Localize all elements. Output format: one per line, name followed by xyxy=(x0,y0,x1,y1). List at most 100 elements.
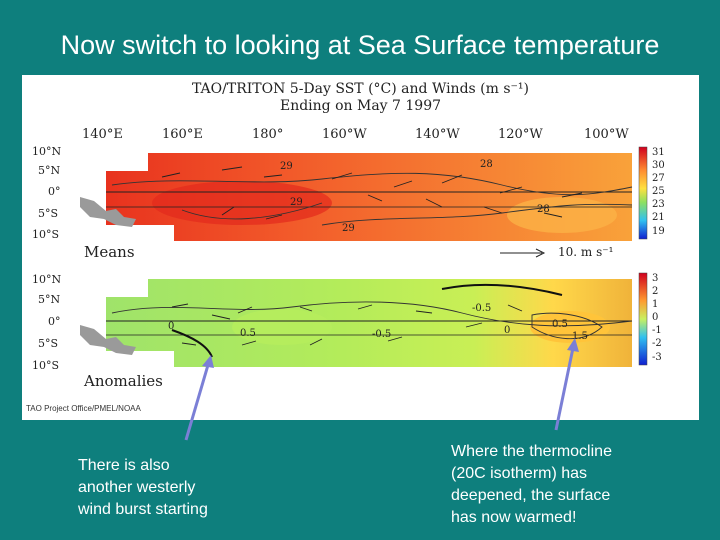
lat-label: 10°S xyxy=(32,359,60,372)
caption-line: another westerly xyxy=(78,479,196,496)
lat-label: 0° xyxy=(48,185,61,198)
lat-label: 5°N xyxy=(38,293,61,306)
anomaly-contour xyxy=(111,301,633,327)
wind-vector xyxy=(211,314,231,320)
wind-vector xyxy=(543,212,563,218)
anomaly-contour xyxy=(171,329,213,358)
wind-vector xyxy=(507,304,523,312)
means-east-patch xyxy=(507,197,617,233)
lon-label: 140°E xyxy=(82,127,123,142)
colorbar-tick: 19 xyxy=(652,226,665,237)
caption-line: Where the thermocline xyxy=(451,443,612,460)
means-panel: 29 29 28 28 29 xyxy=(80,146,648,258)
wind-vector xyxy=(161,172,181,178)
anomalies-panel: 0 0.5 -0.5 -0.5 0 0.5 1.5 xyxy=(80,272,648,367)
wind-vector xyxy=(171,303,189,308)
contour-label: -0.5 xyxy=(472,303,491,314)
reference-vector-head xyxy=(535,248,546,258)
anomaly-colorbar xyxy=(638,272,648,366)
colorbar-tick: -2 xyxy=(652,338,662,349)
lat-label: 5°N xyxy=(38,164,61,177)
colorbar-tick: 27 xyxy=(652,173,665,184)
means-colorbar xyxy=(638,146,648,240)
contour-label: 0 xyxy=(168,321,174,332)
wind-vector xyxy=(237,306,253,314)
means-warm-pool xyxy=(152,181,332,225)
lon-label: 180° xyxy=(252,127,284,142)
wind-vector xyxy=(241,340,257,346)
colorbar-tick: 0 xyxy=(652,312,659,323)
wind-vector xyxy=(265,214,283,220)
figure-title-line2: Ending on May 7 1997 xyxy=(279,98,442,114)
anomaly-patch xyxy=(232,309,332,345)
wind-vector xyxy=(561,192,583,198)
sst-figure: TAO/TRITON 5-Day SST (°C) and Winds (m s… xyxy=(22,75,699,420)
figure-title-line1: TAO/TRITON 5-Day SST (°C) and Winds (m s… xyxy=(191,81,530,97)
wind-vector xyxy=(181,342,197,346)
wind-vector xyxy=(357,304,373,310)
wind-vector xyxy=(263,174,283,178)
colorbar-tick: 31 xyxy=(652,147,665,158)
contour-label: 28 xyxy=(480,159,493,170)
contour-label: 29 xyxy=(280,161,293,172)
wind-vector xyxy=(387,336,403,342)
lat-label: 10°N xyxy=(32,145,62,158)
caption-line: has now warmed! xyxy=(451,509,577,526)
sst-map-svg: 29 29 28 28 29 xyxy=(80,146,648,367)
anomaly-field xyxy=(106,279,632,367)
colorbar-tick: 30 xyxy=(652,160,665,171)
contour-label: 0.5 xyxy=(240,328,256,339)
contour-label: 29 xyxy=(342,223,355,234)
anomaly-contour xyxy=(441,283,563,296)
anomaly-wind-vectors xyxy=(171,303,523,346)
means-contour xyxy=(181,202,323,220)
caption-westerly-burst: There is also another westerly wind burs… xyxy=(78,455,208,521)
caption-line: There is also xyxy=(78,457,170,474)
lon-label: 160°W xyxy=(322,127,367,142)
colorbar-tick: 1 xyxy=(652,299,659,310)
anomalies-label: Anomalies xyxy=(84,372,163,390)
contour-label: -0.5 xyxy=(372,329,391,340)
colorbar-tick: -1 xyxy=(652,325,662,336)
new-guinea-landmass xyxy=(80,197,136,227)
caption-line: deepened, the surface xyxy=(451,487,611,504)
wind-vector xyxy=(331,172,353,180)
wind-vector xyxy=(483,206,503,214)
wind-vector xyxy=(221,206,235,216)
wind-vector xyxy=(393,180,413,188)
colorbar-tick: 23 xyxy=(652,199,665,210)
colorbar-tick: 25 xyxy=(652,186,665,197)
wind-vector xyxy=(465,322,483,328)
wind-vector xyxy=(367,194,383,202)
credit-text: TAO Project Office/PMEL/NOAA xyxy=(26,404,141,413)
colorbar-tick: 21 xyxy=(652,212,665,223)
lon-label: 120°W xyxy=(498,127,543,142)
means-wind-vectors xyxy=(161,166,583,220)
wind-vector xyxy=(499,186,523,194)
anomaly-warm-patch xyxy=(530,311,610,343)
anomaly-contour xyxy=(531,312,603,340)
lat-label: 10°N xyxy=(32,273,62,286)
caption-thermocline: Where the thermocline (20C isotherm) has… xyxy=(451,441,612,529)
contour-label: 29 xyxy=(290,197,303,208)
colorbar-tick: -3 xyxy=(652,352,662,363)
lon-label: 160°E xyxy=(162,127,203,142)
lat-label: 5°S xyxy=(38,337,59,350)
lat-label: 10°S xyxy=(32,228,60,241)
lat-label: 5°S xyxy=(38,207,59,220)
wind-vector xyxy=(425,198,443,208)
new-guinea-landmass xyxy=(80,325,136,355)
reference-vector-label: 10. m s⁻¹ xyxy=(558,245,614,259)
contour-label: 28 xyxy=(537,204,550,215)
wind-vector xyxy=(309,338,323,346)
caption-line: (20C isotherm) has xyxy=(451,465,588,482)
figure-title: TAO/TRITON 5-Day SST (°C) and Winds (m s… xyxy=(22,81,699,115)
colorbar-tick: 2 xyxy=(652,286,659,297)
means-contour xyxy=(111,172,633,196)
slide-title: Now switch to looking at Sea Surface tem… xyxy=(60,30,660,60)
lon-label: 140°W xyxy=(415,127,460,142)
contour-label: 0 xyxy=(504,325,510,336)
wind-vector xyxy=(441,174,463,184)
wind-vector xyxy=(221,166,243,171)
contour-label: 1.5 xyxy=(572,331,588,342)
